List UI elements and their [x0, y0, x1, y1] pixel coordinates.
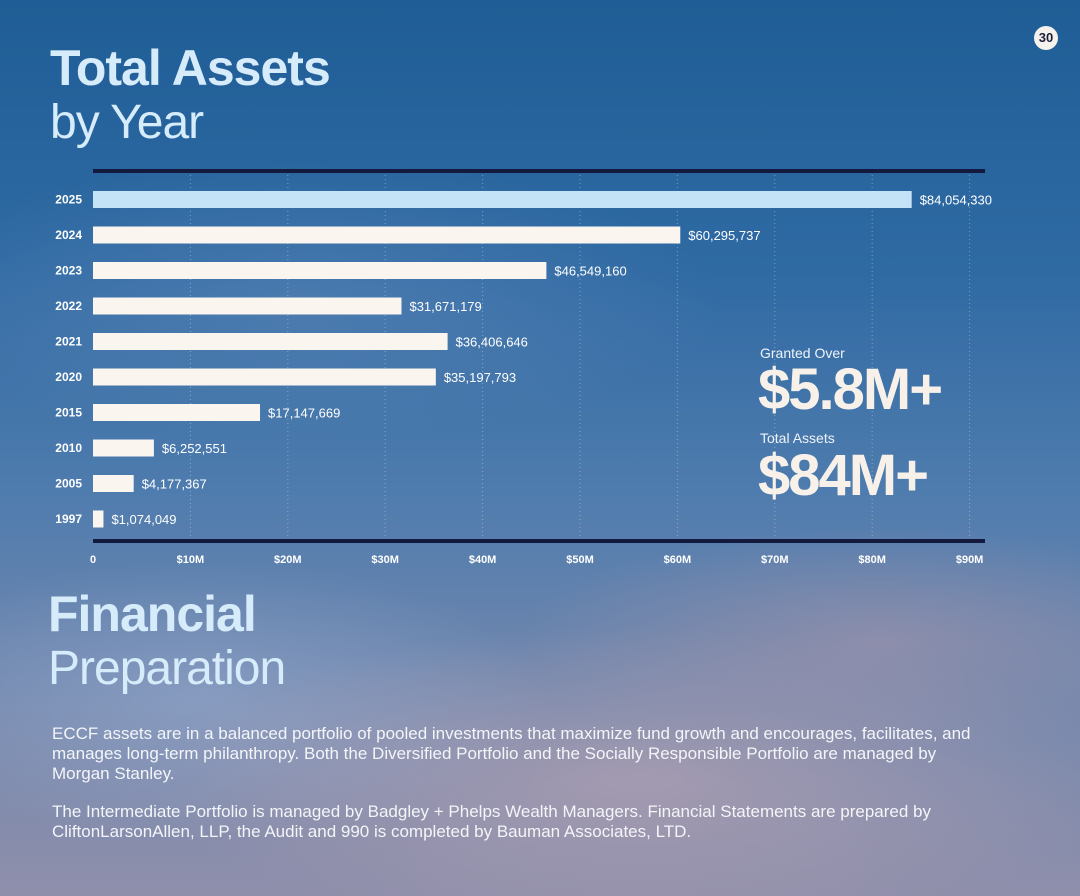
chart-title: Total Assets [50, 40, 331, 96]
bar-2025 [93, 191, 912, 208]
paragraph-portfolio: ECCF assets are in a balanced portfolio … [52, 724, 971, 783]
year-label: 2024 [55, 228, 82, 242]
value-label: $84,054,330 [920, 193, 992, 208]
x-tick-label: $50M [566, 554, 594, 566]
x-tick-label: 0 [90, 554, 96, 566]
value-label: $46,549,160 [554, 264, 626, 279]
x-tick-label: $80M [858, 554, 886, 566]
bar-2022 [93, 297, 402, 315]
value-label: $6,252,551 [162, 441, 227, 456]
year-label: 2015 [55, 406, 82, 420]
value-label: $36,406,646 [456, 335, 528, 350]
x-tick-label: $40M [469, 554, 497, 566]
top-rule [93, 169, 985, 173]
bar-2024 [93, 226, 681, 244]
value-label: $17,147,669 [268, 406, 340, 421]
year-label: 2025 [55, 193, 82, 207]
section-subtitle: Preparation [48, 642, 286, 695]
value-label: $1,074,049 [111, 512, 176, 527]
value-label: $4,177,367 [142, 477, 207, 492]
bar-2023 [93, 262, 547, 279]
paragraph-managers: The Intermediate Portfolio is managed by… [52, 802, 931, 841]
value-label: $31,671,179 [409, 299, 481, 314]
page-number: 30 [1034, 26, 1058, 50]
value-label: $60,295,737 [688, 228, 760, 243]
x-tick-label: $10M [177, 554, 205, 566]
year-label: 2023 [55, 264, 82, 278]
bar-2021 [93, 333, 448, 350]
year-label: 2021 [55, 335, 82, 349]
x-tick-label: $30M [371, 554, 399, 566]
section-title: Financial [48, 586, 257, 642]
bar-2010 [93, 439, 154, 457]
total-assets-label: Total Assets [760, 430, 835, 446]
bar-2005 [93, 475, 134, 492]
year-label: 2022 [55, 299, 82, 313]
granted-value: $5.8M+ [758, 357, 943, 422]
year-label: 2010 [55, 441, 82, 455]
year-label: 2005 [55, 477, 82, 491]
total-assets-value: $84M+ [758, 443, 929, 508]
x-tick-label: $90M [956, 554, 984, 566]
year-label: 2020 [55, 370, 82, 384]
bar-2020 [93, 368, 436, 386]
year-label: 1997 [55, 512, 82, 526]
x-tick-label: $20M [274, 554, 302, 566]
chart-subtitle: by Year [50, 96, 204, 149]
x-tick-label: $60M [664, 554, 692, 566]
x-tick-label: $70M [761, 554, 789, 566]
value-label: $35,197,793 [444, 370, 516, 385]
bar-2015 [93, 404, 261, 421]
bottom-rule [93, 539, 985, 543]
granted-label: Granted Over [760, 345, 845, 361]
bar-1997 [93, 510, 104, 528]
